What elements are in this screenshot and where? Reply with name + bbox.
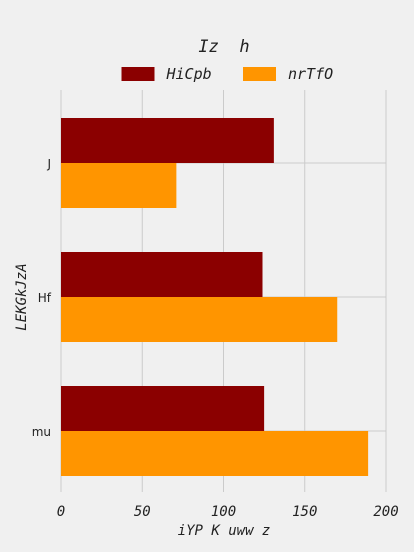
x-tick-label: 200	[373, 504, 398, 520]
y-tick-label: Hf	[38, 291, 52, 305]
x-axis-label: iYP K uww z	[178, 523, 271, 539]
bar-nrtfo-hf	[61, 297, 337, 342]
x-tick-label: 100	[211, 504, 236, 520]
legend-swatch-nrtfo	[243, 67, 276, 81]
y-tick-labels: J Hf mu	[32, 157, 52, 439]
bar-hicpb-mu	[61, 386, 264, 431]
legend-swatch-hicpb	[122, 67, 155, 81]
legend: HiCpb nrTfO	[122, 65, 334, 83]
legend-label-hicpb: HiCpb	[166, 65, 212, 83]
x-tick-label: 150	[292, 504, 317, 520]
y-axis-label: LEKGkJzA	[14, 263, 30, 330]
x-tick-labels: 0 50 100 150 200	[57, 504, 399, 520]
legend-label-nrtfo: nrTfO	[288, 65, 333, 83]
y-tick-label: J	[46, 157, 51, 171]
bar-hicpb-hf	[61, 252, 263, 297]
x-tick-label: 50	[134, 504, 151, 520]
y-tick-label: mu	[32, 425, 51, 439]
bars	[61, 118, 368, 476]
bar-nrtfo-mu	[61, 431, 368, 476]
x-tick-label: 0	[57, 504, 65, 520]
bar-hicpb-j	[61, 118, 274, 163]
chart-title: Iz h	[198, 37, 249, 57]
bar-nrtfo-j	[61, 163, 176, 208]
